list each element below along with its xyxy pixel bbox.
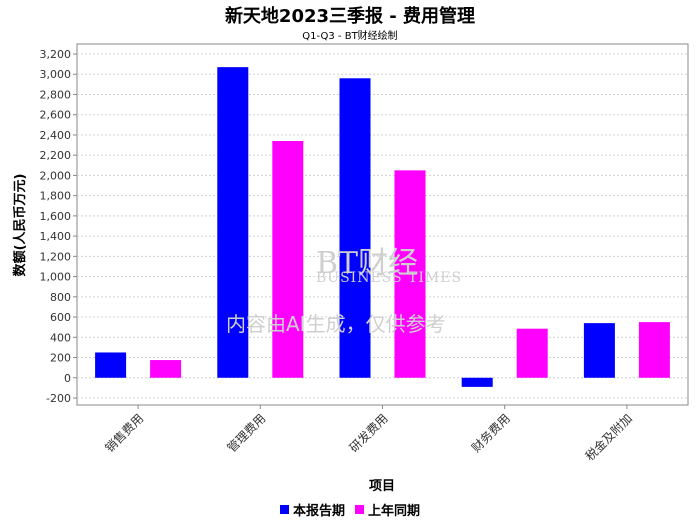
- y-tick-label: 2,800: [40, 88, 72, 101]
- legend-swatch-prior: [355, 505, 364, 514]
- y-tick-label: 0: [64, 372, 71, 385]
- x-tick-label: 管理费用: [224, 411, 269, 456]
- legend-item-current: 本报告期: [279, 500, 345, 519]
- x-axis-label: 项目: [369, 479, 395, 494]
- y-tick-label: 1,600: [40, 210, 72, 223]
- y-axis-label: 数额(人民币万元): [12, 174, 28, 277]
- bar: [339, 78, 371, 378]
- bar: [272, 141, 304, 378]
- y-tick-label: 1,200: [40, 250, 72, 263]
- legend: 本报告期 上年同期: [0, 500, 700, 519]
- y-axis: -200 0 200 400 600 800 1,000 1,200 1,400 1,600 1,8…: [40, 48, 77, 405]
- x-axis: 销售费用 管理费用 研发费用 财务费用 税金及附加: [102, 405, 635, 464]
- y-tick-label: 1,000: [40, 271, 72, 284]
- bar: [95, 352, 127, 378]
- bar: [516, 328, 548, 378]
- y-tick-label: 1,800: [40, 190, 72, 203]
- legend-swatch-current: [279, 505, 289, 514]
- bar: [461, 377, 493, 387]
- chart-title: 新天地2023三季报 - 费用管理: [224, 6, 476, 27]
- bars: [95, 67, 670, 387]
- y-tick-label: 2,000: [40, 169, 72, 182]
- x-tick-label: 销售费用: [102, 411, 147, 456]
- y-tick-label: 2,400: [40, 129, 72, 142]
- legend-item-prior: 上年同期: [355, 500, 420, 519]
- legend-label-prior: 上年同期: [368, 504, 421, 519]
- y-tick-label: 200: [50, 352, 71, 365]
- bar: [583, 323, 615, 378]
- y-tick-label: 600: [50, 311, 71, 324]
- bar: [217, 67, 249, 378]
- x-tick-label: 研发费用: [346, 411, 391, 456]
- legend-label-current: 本报告期: [292, 504, 345, 519]
- y-tick-label: 3,200: [40, 48, 72, 61]
- y-tick-label: 800: [50, 291, 71, 304]
- y-tick-label: 400: [50, 331, 71, 344]
- bar: [150, 360, 182, 378]
- y-tick-label: 2,200: [40, 149, 72, 162]
- x-tick-label: 财务费用: [468, 411, 513, 456]
- bar: [394, 170, 426, 378]
- chart-subtitle: Q1-Q3 - BT财经绘制: [302, 31, 398, 42]
- y-tick-label: 1,400: [40, 230, 72, 243]
- y-tick-label: 2,600: [40, 109, 72, 122]
- y-tick-label: 3,000: [40, 68, 72, 81]
- y-tick-label: -200: [46, 392, 71, 405]
- bar: [638, 322, 670, 378]
- x-tick-label: 税金及附加: [582, 411, 635, 464]
